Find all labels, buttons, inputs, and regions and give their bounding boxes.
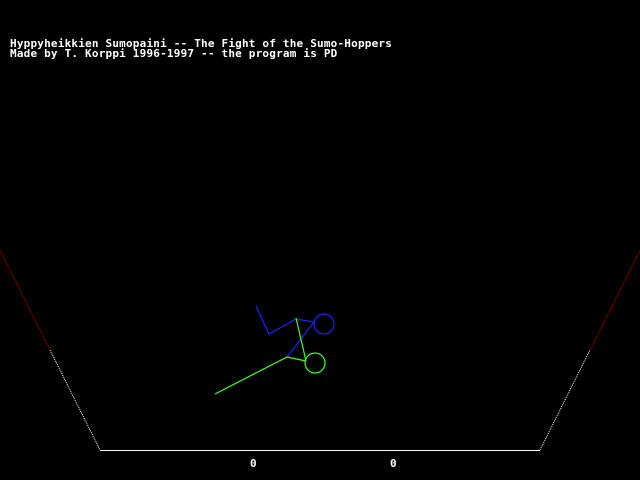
- green-sumo-hopper: [214, 317, 326, 395]
- left-wall: [49, 349, 101, 451]
- blue-sumo-hopper: [255, 305, 335, 358]
- score-player2: 0: [390, 457, 397, 470]
- blue-leg: [255, 305, 315, 335]
- left-danger-wall: [0, 249, 51, 351]
- credit-text: Made by T. Korppi 1996-1997 -- the progr…: [10, 47, 338, 60]
- blue-head: [313, 313, 335, 335]
- arena-walls: [0, 249, 640, 451]
- green-head: [304, 352, 326, 374]
- green-arm: [295, 317, 307, 362]
- right-wall: [539, 349, 591, 451]
- title-text: Hyppyheikkien Sumopaini -- The Fight of …: [10, 37, 393, 50]
- score-player1: 0: [250, 457, 257, 470]
- green-leg: [214, 356, 307, 395]
- right-danger-wall: [589, 249, 640, 351]
